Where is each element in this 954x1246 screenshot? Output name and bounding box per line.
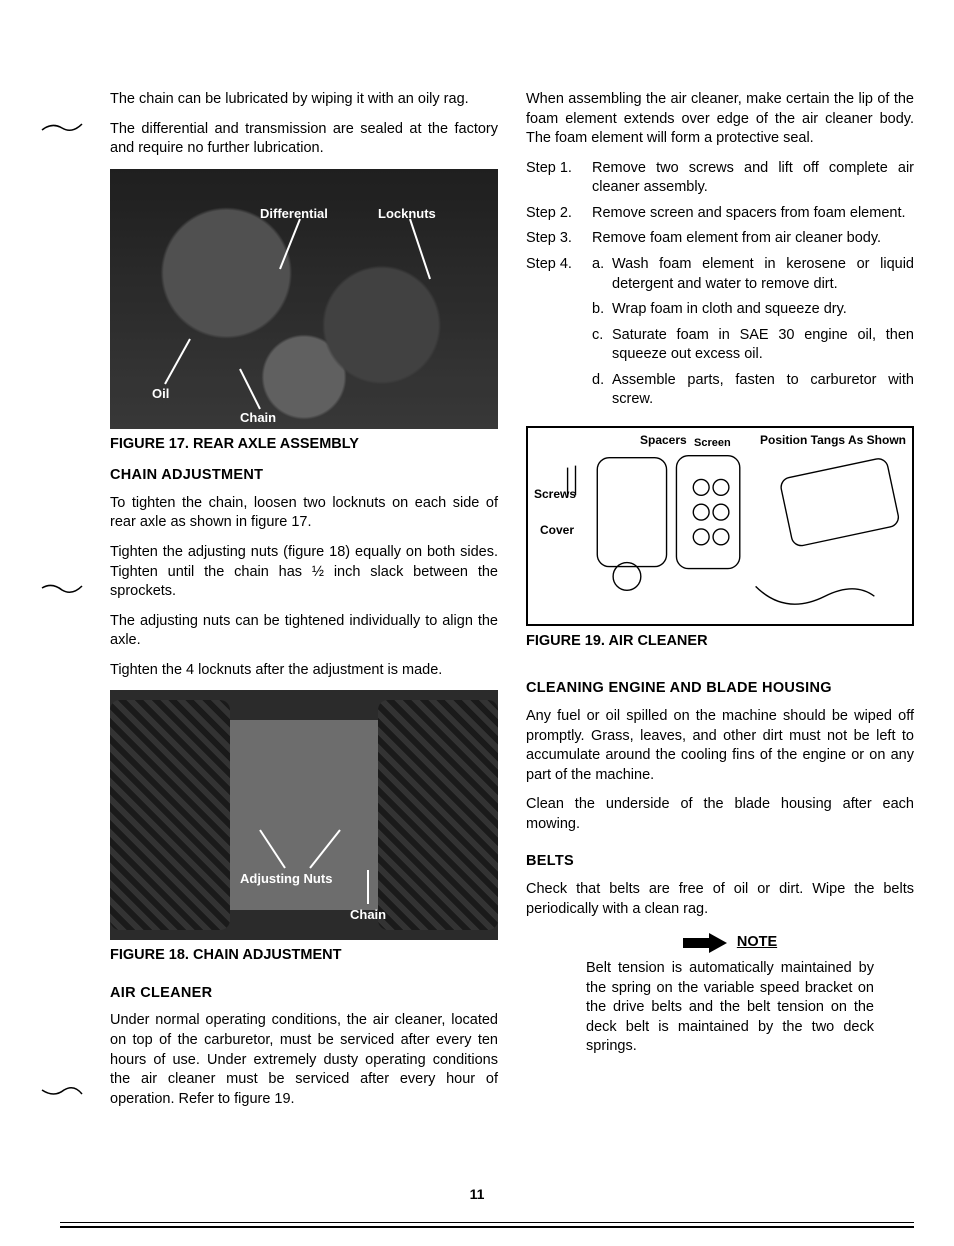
step-4a-label: a. — [592, 255, 612, 294]
step-4c-label: c. — [592, 326, 612, 365]
step-4a-body: Wash foam element in kerosene or liquid … — [612, 255, 914, 294]
heading-belts: BELTS — [526, 852, 914, 872]
page-content: The chain can be lubricated by wiping it… — [110, 90, 914, 1119]
figure-17-image: Differential Locknuts Oil Chain — [110, 169, 498, 429]
para-clean-2: Clean the underside of the blade housing… — [526, 795, 914, 834]
step-4c-body: Saturate foam in SAE 30 engine oil, then… — [612, 326, 914, 365]
para-chain-1: To tighten the chain, loosen two locknut… — [110, 494, 498, 533]
fig17-arrows — [110, 169, 498, 429]
heading-cleaning: CLEANING ENGINE AND BLADE HOUSING — [526, 679, 914, 699]
para-chain-4: Tighten the 4 locknuts after the adjustm… — [110, 661, 498, 681]
figure-19-image: Spacers Screen Position Tangs As Shown S… — [526, 426, 914, 626]
step-2-body: Remove screen and spacers from foam elem… — [592, 204, 914, 224]
step-4d-body: Assemble parts, fasten to carburetor wit… — [612, 371, 914, 410]
heading-chain-adjustment: CHAIN ADJUSTMENT — [110, 466, 498, 486]
page-number: 11 — [0, 1186, 954, 1202]
note-word: NOTE — [737, 933, 777, 953]
figure-18-caption: FIGURE 18. CHAIN ADJUSTMENT — [110, 946, 498, 966]
step-4c: c. Saturate foam in SAE 30 engine oil, t… — [592, 326, 914, 365]
fig19-drawing — [528, 428, 912, 626]
left-column: The chain can be lubricated by wiping it… — [110, 90, 498, 1119]
step-list: Step 1. Remove two screws and lift off c… — [526, 159, 914, 416]
margin-mark — [40, 1084, 84, 1100]
para-clean-1: Any fuel or oil spilled on the machine s… — [526, 707, 914, 785]
arrow-icon — [683, 933, 729, 953]
para-chain-lubricate: The chain can be lubricated by wiping it… — [110, 90, 498, 110]
para-belts: Check that belts are free of oil or dirt… — [526, 880, 914, 919]
fig18-arrows — [110, 690, 498, 940]
note-block: NOTE Belt tension is automatically maint… — [586, 933, 874, 1057]
figure-18-image: Adjusting Nuts Chain — [110, 690, 498, 940]
step-4b-label: b. — [592, 300, 612, 320]
note-head: NOTE — [586, 933, 874, 953]
right-column: When assembling the air cleaner, make ce… — [526, 90, 914, 1119]
step-2: Step 2. Remove screen and spacers from f… — [526, 204, 914, 224]
margin-mark — [40, 120, 84, 136]
step-3-body: Remove foam element from air cleaner bod… — [592, 229, 914, 249]
para-chain-2: Tighten the adjusting nuts (figure 18) e… — [110, 543, 498, 602]
step-4d-label: d. — [592, 371, 612, 410]
para-diff-sealed: The differential and transmission are se… — [110, 120, 498, 159]
para-air-cleaner: Under normal operating conditions, the a… — [110, 1011, 498, 1109]
step-1: Step 1. Remove two screws and lift off c… — [526, 159, 914, 198]
step-3-label: Step 3. — [526, 229, 592, 249]
step-4-label: Step 4. — [526, 255, 592, 416]
step-4d: d. Assemble parts, fasten to carburetor … — [592, 371, 914, 410]
step-4b: b. Wrap foam in cloth and squeeze dry. — [592, 300, 914, 320]
figure-19-caption: FIGURE 19. AIR CLEANER — [526, 632, 914, 652]
heading-air-cleaner: AIR CLEANER — [110, 984, 498, 1004]
para-chain-3: The adjusting nuts can be tightened indi… — [110, 612, 498, 651]
note-text: Belt tension is automatically maintained… — [586, 959, 874, 1057]
figure-17-caption: FIGURE 17. REAR AXLE ASSEMBLY — [110, 435, 498, 455]
step-3: Step 3. Remove foam element from air cle… — [526, 229, 914, 249]
para-assemble: When assembling the air cleaner, make ce… — [526, 90, 914, 149]
step-4a: a. Wash foam element in kerosene or liqu… — [592, 255, 914, 294]
step-4: Step 4. a. Wash foam element in kerosene… — [526, 255, 914, 416]
step-2-label: Step 2. — [526, 204, 592, 224]
margin-mark — [40, 580, 84, 596]
step-4b-body: Wrap foam in cloth and squeeze dry. — [612, 300, 914, 320]
step-1-body: Remove two screws and lift off complete … — [592, 159, 914, 198]
step-1-label: Step 1. — [526, 159, 592, 198]
footer-rule — [60, 1222, 914, 1228]
